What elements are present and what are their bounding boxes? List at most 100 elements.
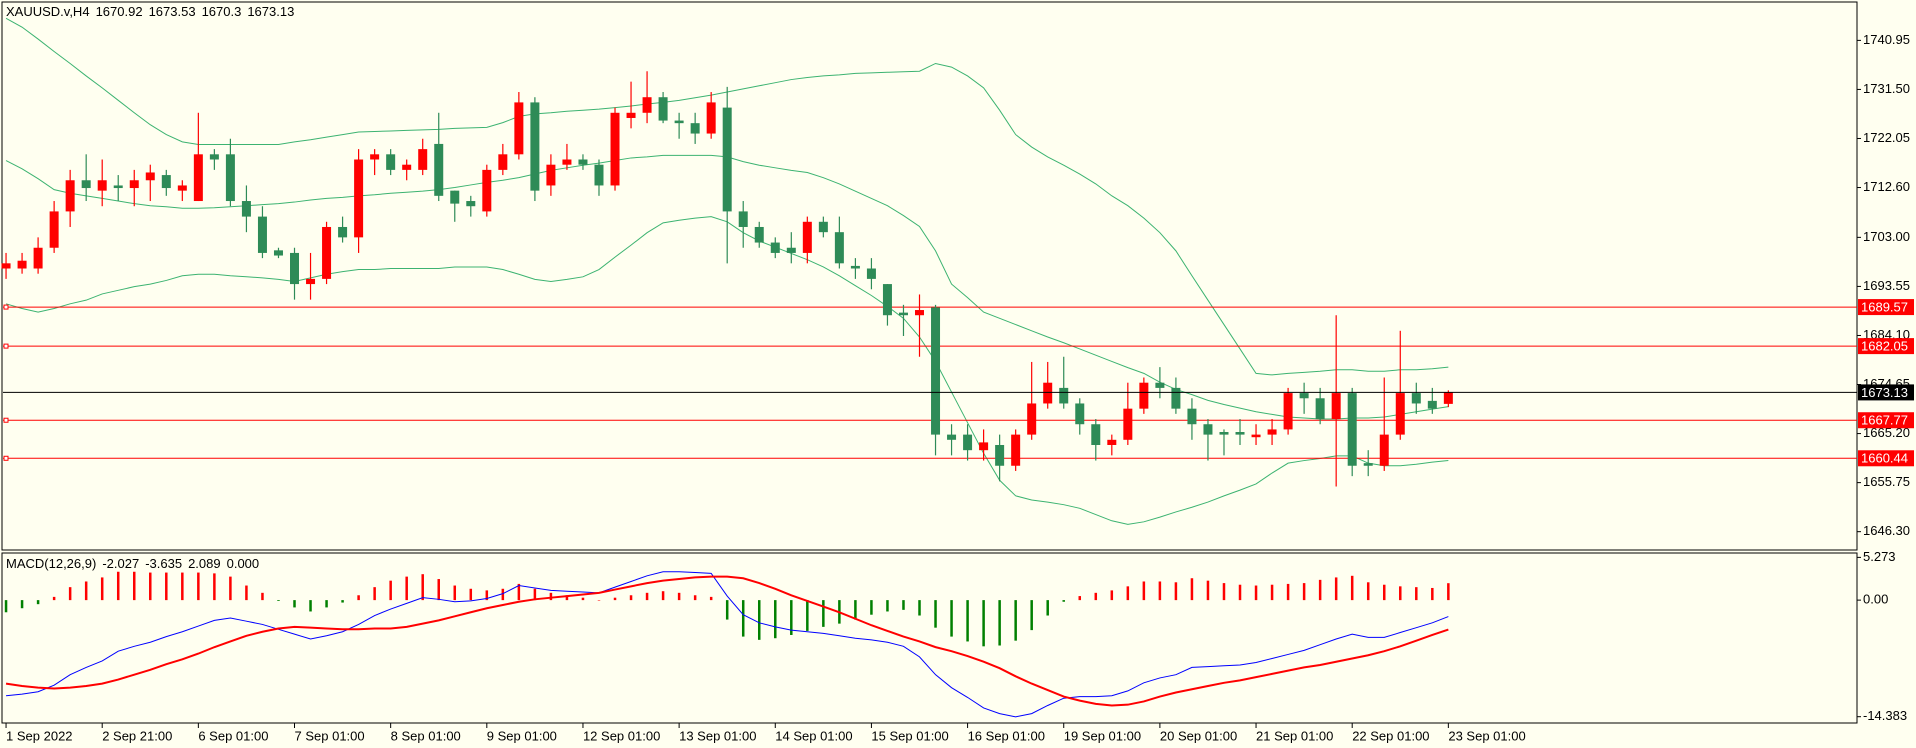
x-tick-label: 21 Sep 01:00 [1256, 728, 1333, 743]
histogram-bar [533, 588, 537, 601]
price-tag [1858, 412, 1914, 429]
candle-body [722, 107, 732, 212]
histogram-bar [677, 592, 681, 601]
candle-body [1299, 393, 1309, 399]
candle-body [386, 154, 396, 170]
indicator-line [5, 571, 1449, 718]
price-tag-label: 1673.13 [1861, 385, 1908, 400]
x-tick-label: 12 Sep 01:00 [583, 728, 660, 743]
histogram-bar [693, 595, 697, 601]
histogram-bar [741, 600, 745, 637]
histogram-bar [52, 596, 56, 601]
histogram-bar [277, 600, 280, 601]
x-tick-label: 9 Sep 01:00 [487, 728, 557, 743]
histogram-bar [517, 583, 521, 601]
y-tick-label: 1712.60 [1863, 179, 1910, 194]
candle-body [1043, 382, 1053, 404]
histogram-bar [822, 600, 825, 627]
candle-body [209, 154, 219, 160]
candle-body [626, 112, 636, 118]
candle-body [578, 159, 588, 165]
candle-body [1347, 393, 1357, 466]
histogram-bar [1222, 583, 1226, 601]
histogram-bar [982, 600, 985, 647]
histogram-bar [437, 579, 440, 601]
x-tick-label: 19 Sep 01:00 [1064, 728, 1141, 743]
price-tag-label: 1682.05 [1861, 339, 1908, 354]
candle-body [482, 169, 492, 212]
price-tag [1858, 384, 1914, 401]
price-tag [1858, 338, 1914, 355]
candle-body [1203, 424, 1213, 435]
candle-body [1219, 432, 1229, 435]
candle-body [17, 260, 27, 269]
candle-body [338, 226, 348, 238]
signal-value: -3.635 [145, 556, 183, 571]
histogram-bar [132, 571, 136, 601]
histogram-bar [1302, 583, 1306, 601]
candle-body [49, 211, 59, 248]
histogram-bar [245, 585, 248, 601]
price-header: XAUUSD.v,H4 1670.92 1673.53 1670.3 1673.13 [6, 4, 300, 19]
histogram-bar [1142, 581, 1146, 601]
x-tick-label: 13 Sep 01:00 [679, 728, 756, 743]
candle-body [1267, 429, 1277, 435]
symbol: XAUUSD.v,H4 [6, 4, 90, 19]
histogram-bar [1046, 600, 1049, 616]
histogram-bar [597, 600, 601, 601]
candle-body [690, 123, 700, 134]
candle-body [193, 154, 203, 202]
candle-body [1411, 393, 1421, 404]
y-tick-label: 1722.05 [1863, 130, 1910, 145]
histogram-bar [100, 577, 104, 601]
price-tag [1858, 299, 1914, 316]
histogram-bar [629, 595, 633, 601]
candle-body [514, 102, 524, 155]
candle-body [610, 112, 620, 186]
candle-body [113, 185, 123, 189]
y-tick-label: 5.273 [1863, 549, 1896, 564]
x-tick-label: 1 Sep 2022 [6, 728, 73, 743]
histogram-bar [774, 600, 777, 639]
histogram-bar [389, 580, 392, 601]
y-tick-label: 1646.30 [1863, 523, 1910, 538]
histogram-bar [998, 600, 1001, 646]
histogram-bar [325, 600, 328, 608]
histogram-bar [1174, 582, 1178, 601]
histogram-bar [565, 595, 569, 601]
candle-body [834, 232, 844, 264]
candle-body [979, 442, 989, 451]
histogram-bar [725, 600, 729, 620]
candle-body [306, 278, 316, 285]
histogram-bar [934, 600, 937, 628]
candle-body [402, 164, 412, 170]
histogram-bar [1126, 586, 1130, 601]
histogram-bar [20, 600, 24, 609]
candle-body [129, 180, 139, 189]
histogram-bar [68, 587, 72, 601]
histogram-bar [661, 591, 665, 601]
y-tick-label: 1655.75 [1863, 474, 1910, 489]
candle-body [1283, 393, 1293, 430]
histogram-bar [485, 590, 489, 601]
candle-body [931, 307, 941, 435]
histogram-bar [1206, 580, 1210, 601]
candle-body [546, 164, 556, 186]
candle-body [1075, 403, 1085, 425]
candle-body [257, 216, 267, 253]
y-tick-label: 1740.95 [1863, 32, 1910, 47]
candle-body [770, 242, 780, 253]
candle-body [1171, 387, 1181, 409]
histogram-bar [213, 573, 216, 601]
candle-body [434, 143, 444, 196]
candle-body [915, 310, 925, 316]
candle-body [1011, 434, 1021, 466]
y-tick-label: 1731.50 [1863, 81, 1910, 96]
histogram-bar [645, 592, 649, 601]
level-anchor [3, 304, 9, 310]
candle-body [370, 154, 380, 160]
macd-header: MACD(12,26,9) -2.027 -3.635 2.089 0.000 [6, 556, 265, 571]
candle-body [1427, 400, 1437, 409]
y-tick-label: 1693.55 [1863, 278, 1910, 293]
histogram-bar [309, 600, 312, 612]
